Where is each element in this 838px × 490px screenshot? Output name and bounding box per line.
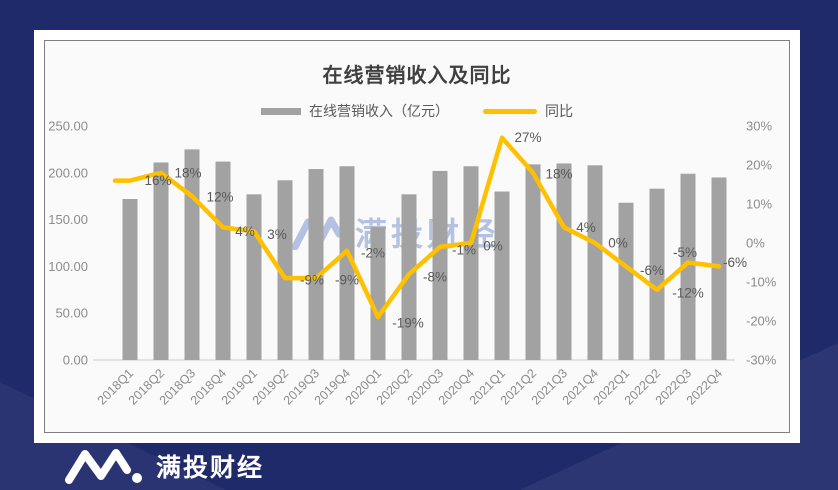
left-axis-tick: 0.00 [63,353,88,368]
bar-2021Q3 [556,163,572,360]
bar-swatch-icon [261,107,301,115]
brand-name: 满投财经 [156,454,265,482]
chart-card: 在线营销收入及同比 在线营销收入（亿元） 同比 满投财经 250.00 200.0… [34,30,800,443]
bar-2018Q2 [153,162,169,360]
yoy-label-2020Q2: -8% [423,270,447,285]
bar-2022Q3 [680,173,696,360]
yoy-label-2018Q4: 4% [235,224,255,239]
left-axis-tick: 250.00 [48,119,88,134]
combo-chart: 250.00 200.00 150.00 100.00 50.00 0.00 30% 20% 1… [48,119,777,408]
right-axis-tick: 0% [746,236,765,251]
right-axis-tick: 20% [746,158,772,173]
yoy-label-2022Q2: -12% [672,285,704,300]
legend-item-revenue: 在线营销收入（亿元） [261,101,449,121]
right-axis-tick: -20% [746,314,777,329]
legend: 在线营销收入（亿元） 同比 [45,101,789,121]
left-axis-tick: 100.00 [48,259,88,274]
bar-2018Q1 [122,199,138,360]
chart-title: 在线营销收入及同比 [322,65,512,87]
yoy-label-2019Q3: -9% [335,273,359,288]
yoy-label-2020Q3: -1% [452,242,476,257]
brand-m-icon [65,449,142,484]
yoy-label-2020Q1: -19% [392,316,424,331]
left-axis-tick: 50.00 [55,306,88,321]
yoy-label-2018Q3: 12% [206,190,233,205]
bar-2020Q1 [370,227,386,360]
bar-2020Q3 [432,170,448,360]
yoy-label-2022Q1: -6% [640,263,664,278]
left-axis-tick: 200.00 [48,165,88,180]
bar-2019Q3 [308,169,324,360]
bar-2019Q2 [277,180,293,360]
yoy-label-2021Q2: 18% [545,166,572,181]
yoy-label-2021Q4: 0% [608,236,628,251]
legend-label-yoy: 同比 [545,103,573,119]
yoy-label-2019Q1: 3% [267,227,287,242]
bar-2021Q1 [494,191,510,360]
bar-2019Q4 [339,166,355,360]
yoy-label-2022Q4: -6% [723,255,747,270]
legend-label-revenue: 在线营销收入（亿元） [309,103,449,119]
yoy-label-2018Q2: 18% [174,165,201,180]
bar-2018Q3 [184,149,200,360]
yoy-label-2021Q3: 4% [576,220,596,235]
yoy-label-2018Q1: 16% [144,173,171,188]
right-axis-tick: -30% [746,353,777,368]
yoy-label-2021Q1: 27% [514,130,541,145]
left-axis-tick: 150.00 [48,212,88,227]
bar-2022Q2 [649,188,665,360]
right-axis-tick: 30% [746,119,772,134]
yoy-label-2019Q4: -2% [361,245,385,260]
bar-2018Q4 [215,161,231,360]
yoy-label-2019Q2: -9% [300,273,324,288]
chart-card-inner: 在线营销收入及同比 在线营销收入（亿元） 同比 满投财经 250.00 200.0… [44,40,790,433]
brand-logo: 满投财经 [64,447,264,485]
right-axis-tick: -10% [746,275,777,290]
yoy-label-2020Q4: 0% [483,239,503,254]
bar-2019Q1 [246,194,262,360]
bar-2022Q1 [618,202,634,360]
bar-2021Q2 [525,164,541,360]
right-axis-tick: 10% [746,197,772,212]
legend-item-yoy: 同比 [483,101,573,121]
yoy-line [112,135,722,320]
yoy-label-2022Q3: -5% [673,245,697,260]
bar-2020Q4 [463,166,479,360]
line-swatch-icon [483,108,537,114]
bar-2022Q4 [711,177,727,360]
bar-2021Q4 [587,165,603,360]
